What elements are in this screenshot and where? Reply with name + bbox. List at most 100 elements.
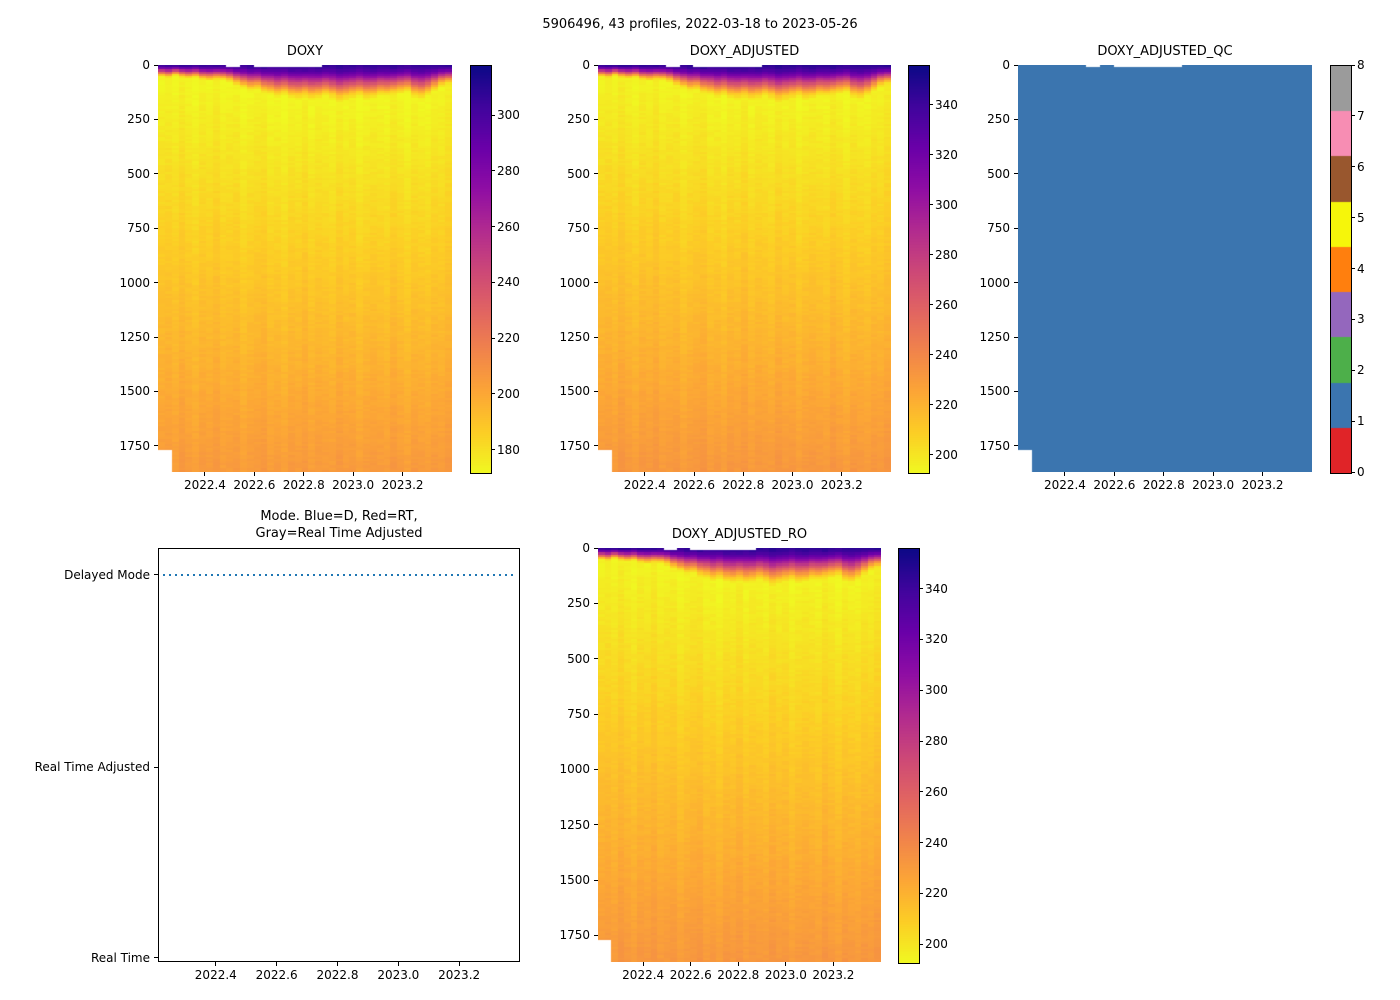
mode-xtick-label: 2022.8 [316,968,359,982]
doxy_adjusted_ro-ytick-mark [594,658,598,660]
doxy_adjusted_ro-xtick-mark [690,962,692,966]
doxy_adjusted_ro-colorbar [898,548,920,964]
doxy-ytick-label: 750 [127,221,150,236]
doxy-cbar-tick-label: 240 [497,275,520,290]
doxy_adjusted_ro-ytick-label: 1500 [559,873,590,888]
qc-ytick-label: 500 [987,166,1010,181]
qc-cbar-tick-mark [1351,115,1355,117]
doxy_adjusted-ytick-label: 500 [567,166,590,181]
doxy_adjusted-colorbar [908,65,930,474]
mode-title: Mode. Blue=D, Red=RT, Gray=Real Time Adj… [158,508,520,542]
qc-cbar-tick-label: 3 [1357,312,1365,327]
doxy-xtick-mark [204,472,206,476]
doxy_adjusted_ro-ytick-label: 1750 [559,928,590,943]
doxy_adjusted-xtick-mark [693,472,695,476]
doxy_adjusted-ytick-label: 0 [582,58,590,72]
mode-category-label: Real Time [90,950,150,965]
doxy_adjusted-cbar-tick-label: 260 [935,297,958,312]
qc-cbar-tick-label: 4 [1357,261,1365,276]
doxy_adjusted_ro-xtick-mark [642,962,644,966]
qc-cbar-tick-label: 7 [1357,108,1365,123]
qc-ytick-label: 0 [1002,58,1010,72]
doxy_adjusted-ytick-mark [594,227,598,229]
doxy_adjusted-cbar-tick-label: 220 [935,397,958,412]
doxy_adjusted-cbar-tick-mark [929,404,933,406]
doxy_adjusted-ytick-mark [594,445,598,447]
doxy_adjusted_ro-ytick-label: 1250 [559,817,590,832]
mode-category-label: Delayed Mode [64,567,150,582]
doxy_adjusted-xtick-label: 2023.0 [771,478,814,492]
doxy-cbar-tick-mark [491,226,495,228]
qc-cbar-tick-mark [1351,64,1355,66]
doxy_adjusted-cbar-tick-mark [929,254,933,256]
mode-xtick-mark [336,962,338,966]
doxy-cbar-tick-mark [491,170,495,172]
doxy-ytick-label: 500 [127,166,150,181]
doxy_adjusted_ro-cbar-tick-mark [919,892,923,894]
qc-cbar-tick-mark [1351,217,1355,219]
mode-axes-frame [158,548,520,962]
doxy_adjusted_ro-xtick-label: 2023.2 [812,968,855,982]
mode-xtick-label: 2022.6 [255,968,298,982]
doxy_adjusted_ro-xtick-label: 2022.4 [622,968,665,982]
doxy-xtick-label: 2023.0 [332,478,375,492]
qc-ytick-mark [1014,227,1018,229]
doxy_adjusted-ytick-mark [594,390,598,392]
doxy_adjusted_ro-cbar-tick-label: 260 [925,784,948,799]
doxy-xtick-label: 2023.2 [381,478,424,492]
doxy-ytick-mark [154,282,158,284]
doxy_adjusted-ytick-label: 1500 [559,384,590,399]
doxy-ytick-label: 1000 [119,275,150,290]
qc-ytick-mark [1014,282,1018,284]
doxy_adjusted_ro-cbar-tick-label: 200 [925,937,948,952]
doxy_adjusted_ro-cbar-tick-label: 280 [925,734,948,749]
doxy-cbar-tick-label: 260 [497,219,520,234]
qc-ytick-label: 1250 [979,330,1010,345]
qc-ytick-label: 1000 [979,275,1010,290]
doxy-ytick-label: 250 [127,112,150,127]
doxy-xtick-mark [352,472,354,476]
mode-delayed-line [163,573,515,576]
mode-ytick-mark [154,957,158,959]
doxy-cbar-tick-mark [491,393,495,395]
doxy_adjusted-cbar-tick-mark [929,104,933,106]
qc-cbar-tick-label: 6 [1357,159,1365,174]
mode-ytick-mark [154,574,158,576]
mode-xtick-mark [397,962,399,966]
doxy-xtick-label: 2022.6 [233,478,276,492]
qc-xtick-label: 2022.8 [1142,478,1185,492]
doxy_adjusted-cbar-tick-mark [929,454,933,456]
doxy_adjusted_ro-cbar-tick-mark [919,689,923,691]
mode-xtick-label: 2023.0 [377,968,420,982]
doxy_adjusted-cbar-tick-label: 280 [935,247,958,262]
doxy_adjusted_ro-xtick-label: 2023.0 [764,968,807,982]
doxy_adjusted_ro-cbar-tick-mark [919,791,923,793]
doxy_adjusted-ytick-label: 1750 [559,438,590,453]
doxy-xtick-label: 2022.8 [282,478,325,492]
mode-xtick-label: 2023.2 [438,968,481,982]
doxy_adjusted-cbar-tick-mark [929,304,933,306]
doxy-cbar-tick-label: 280 [497,163,520,178]
qc-ytick-label: 250 [987,112,1010,127]
doxy_adjusted_ro-xtick-label: 2022.6 [669,968,712,982]
qc-xtick-label: 2022.6 [1093,478,1136,492]
doxy_adjusted_ro-ytick-label: 1000 [559,762,590,777]
doxy_adjusted_ro-ytick-label: 250 [567,596,590,611]
doxy_adjusted_ro-ytick-label: 500 [567,651,590,666]
doxy_adjusted_ro-cbar-tick-mark [919,943,923,945]
qc-xtick-mark [1064,472,1066,476]
qc-cbar-tick-mark [1351,166,1355,168]
doxy_adjusted_ro-cbar-tick-mark [919,588,923,590]
doxy_adjusted-heatmap-canvas [598,65,891,472]
qc-xtick-mark [1212,472,1214,476]
doxy_adjusted-ytick-label: 1000 [559,275,590,290]
qc-cbar-tick-label: 1 [1357,414,1365,429]
qc-ytick-label: 750 [987,221,1010,236]
figure-suptitle: 5906496, 43 profiles, 2022-03-18 to 2023… [542,17,858,32]
doxy_adjusted_ro-ytick-label: 750 [567,707,590,722]
doxy-ytick-label: 1750 [119,438,150,453]
doxy_adjusted-cbar-tick-label: 300 [935,197,958,212]
doxy_adjusted_ro-xtick-mark [785,962,787,966]
mode-ytick-mark [154,766,158,768]
